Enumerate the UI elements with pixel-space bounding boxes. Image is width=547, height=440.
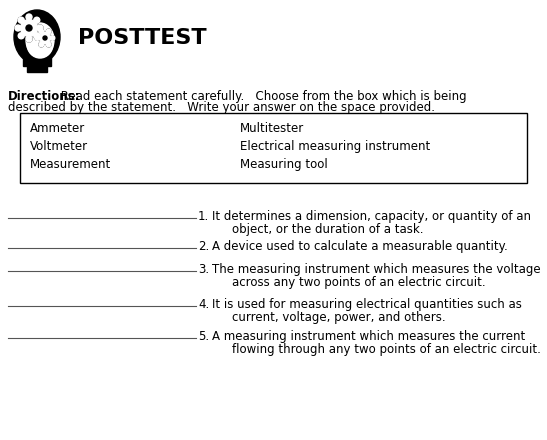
- FancyBboxPatch shape: [23, 56, 51, 66]
- Circle shape: [20, 19, 38, 37]
- Circle shape: [34, 33, 40, 39]
- Circle shape: [39, 33, 50, 44]
- Text: object, or the duration of a task.: object, or the duration of a task.: [232, 223, 423, 236]
- Circle shape: [15, 25, 21, 31]
- Circle shape: [39, 29, 44, 34]
- Circle shape: [34, 17, 40, 23]
- Text: across any two points of an electric circuit.: across any two points of an electric cir…: [232, 276, 486, 289]
- Text: It determines a dimension, capacity, or quantity of an: It determines a dimension, capacity, or …: [212, 210, 531, 223]
- Circle shape: [43, 36, 47, 40]
- Text: Measurement: Measurement: [30, 158, 111, 171]
- Text: 3.: 3.: [198, 263, 209, 276]
- Text: POSTTEST: POSTTEST: [78, 28, 207, 48]
- Circle shape: [35, 36, 40, 40]
- Circle shape: [46, 29, 51, 34]
- Circle shape: [35, 36, 40, 40]
- Circle shape: [39, 42, 44, 47]
- FancyBboxPatch shape: [20, 113, 527, 183]
- Text: A device used to calculate a measurable quantity.: A device used to calculate a measurable …: [212, 240, 508, 253]
- Circle shape: [26, 25, 32, 31]
- Circle shape: [50, 36, 55, 40]
- Circle shape: [46, 42, 51, 47]
- Circle shape: [18, 33, 24, 39]
- Text: 4.: 4.: [198, 298, 210, 311]
- Text: 5.: 5.: [198, 330, 209, 343]
- Circle shape: [26, 14, 32, 20]
- FancyBboxPatch shape: [27, 64, 47, 72]
- Circle shape: [39, 33, 50, 44]
- Text: A measuring instrument which measures the current: A measuring instrument which measures th…: [212, 330, 525, 343]
- Text: Electrical measuring instrument: Electrical measuring instrument: [240, 140, 430, 153]
- Circle shape: [15, 25, 21, 31]
- Circle shape: [18, 17, 24, 23]
- Circle shape: [18, 33, 24, 39]
- Circle shape: [39, 42, 44, 47]
- Text: Voltmeter: Voltmeter: [30, 140, 88, 153]
- Ellipse shape: [14, 10, 60, 64]
- Circle shape: [26, 36, 32, 42]
- Text: 1.: 1.: [198, 210, 210, 223]
- Text: Ammeter: Ammeter: [30, 122, 85, 135]
- Text: current, voltage, power, and others.: current, voltage, power, and others.: [232, 311, 446, 324]
- Text: Multitester: Multitester: [240, 122, 304, 135]
- Circle shape: [39, 29, 44, 34]
- Circle shape: [50, 36, 55, 40]
- Ellipse shape: [27, 30, 53, 58]
- Circle shape: [26, 14, 32, 20]
- Text: 2.: 2.: [198, 240, 210, 253]
- Circle shape: [46, 29, 51, 34]
- Circle shape: [43, 36, 47, 40]
- Text: Directions:: Directions:: [8, 90, 80, 103]
- Text: Read each statement carefully.   Choose from the box which is being: Read each statement carefully. Choose fr…: [57, 90, 467, 103]
- Circle shape: [37, 25, 43, 31]
- Ellipse shape: [26, 23, 54, 57]
- Text: described by the statement.   Write your answer on the space provided.: described by the statement. Write your a…: [8, 101, 435, 114]
- Text: Measuring tool: Measuring tool: [240, 158, 328, 171]
- Circle shape: [37, 25, 43, 31]
- Text: It is used for measuring electrical quantities such as: It is used for measuring electrical quan…: [212, 298, 522, 311]
- Text: The measuring instrument which measures the voltage: The measuring instrument which measures …: [212, 263, 540, 276]
- Circle shape: [26, 25, 32, 31]
- Circle shape: [26, 36, 32, 42]
- Circle shape: [34, 17, 40, 23]
- Circle shape: [34, 33, 40, 39]
- Circle shape: [20, 19, 38, 37]
- Circle shape: [46, 42, 51, 47]
- Circle shape: [18, 17, 24, 23]
- Text: flowing through any two points of an electric circuit.: flowing through any two points of an ele…: [232, 343, 541, 356]
